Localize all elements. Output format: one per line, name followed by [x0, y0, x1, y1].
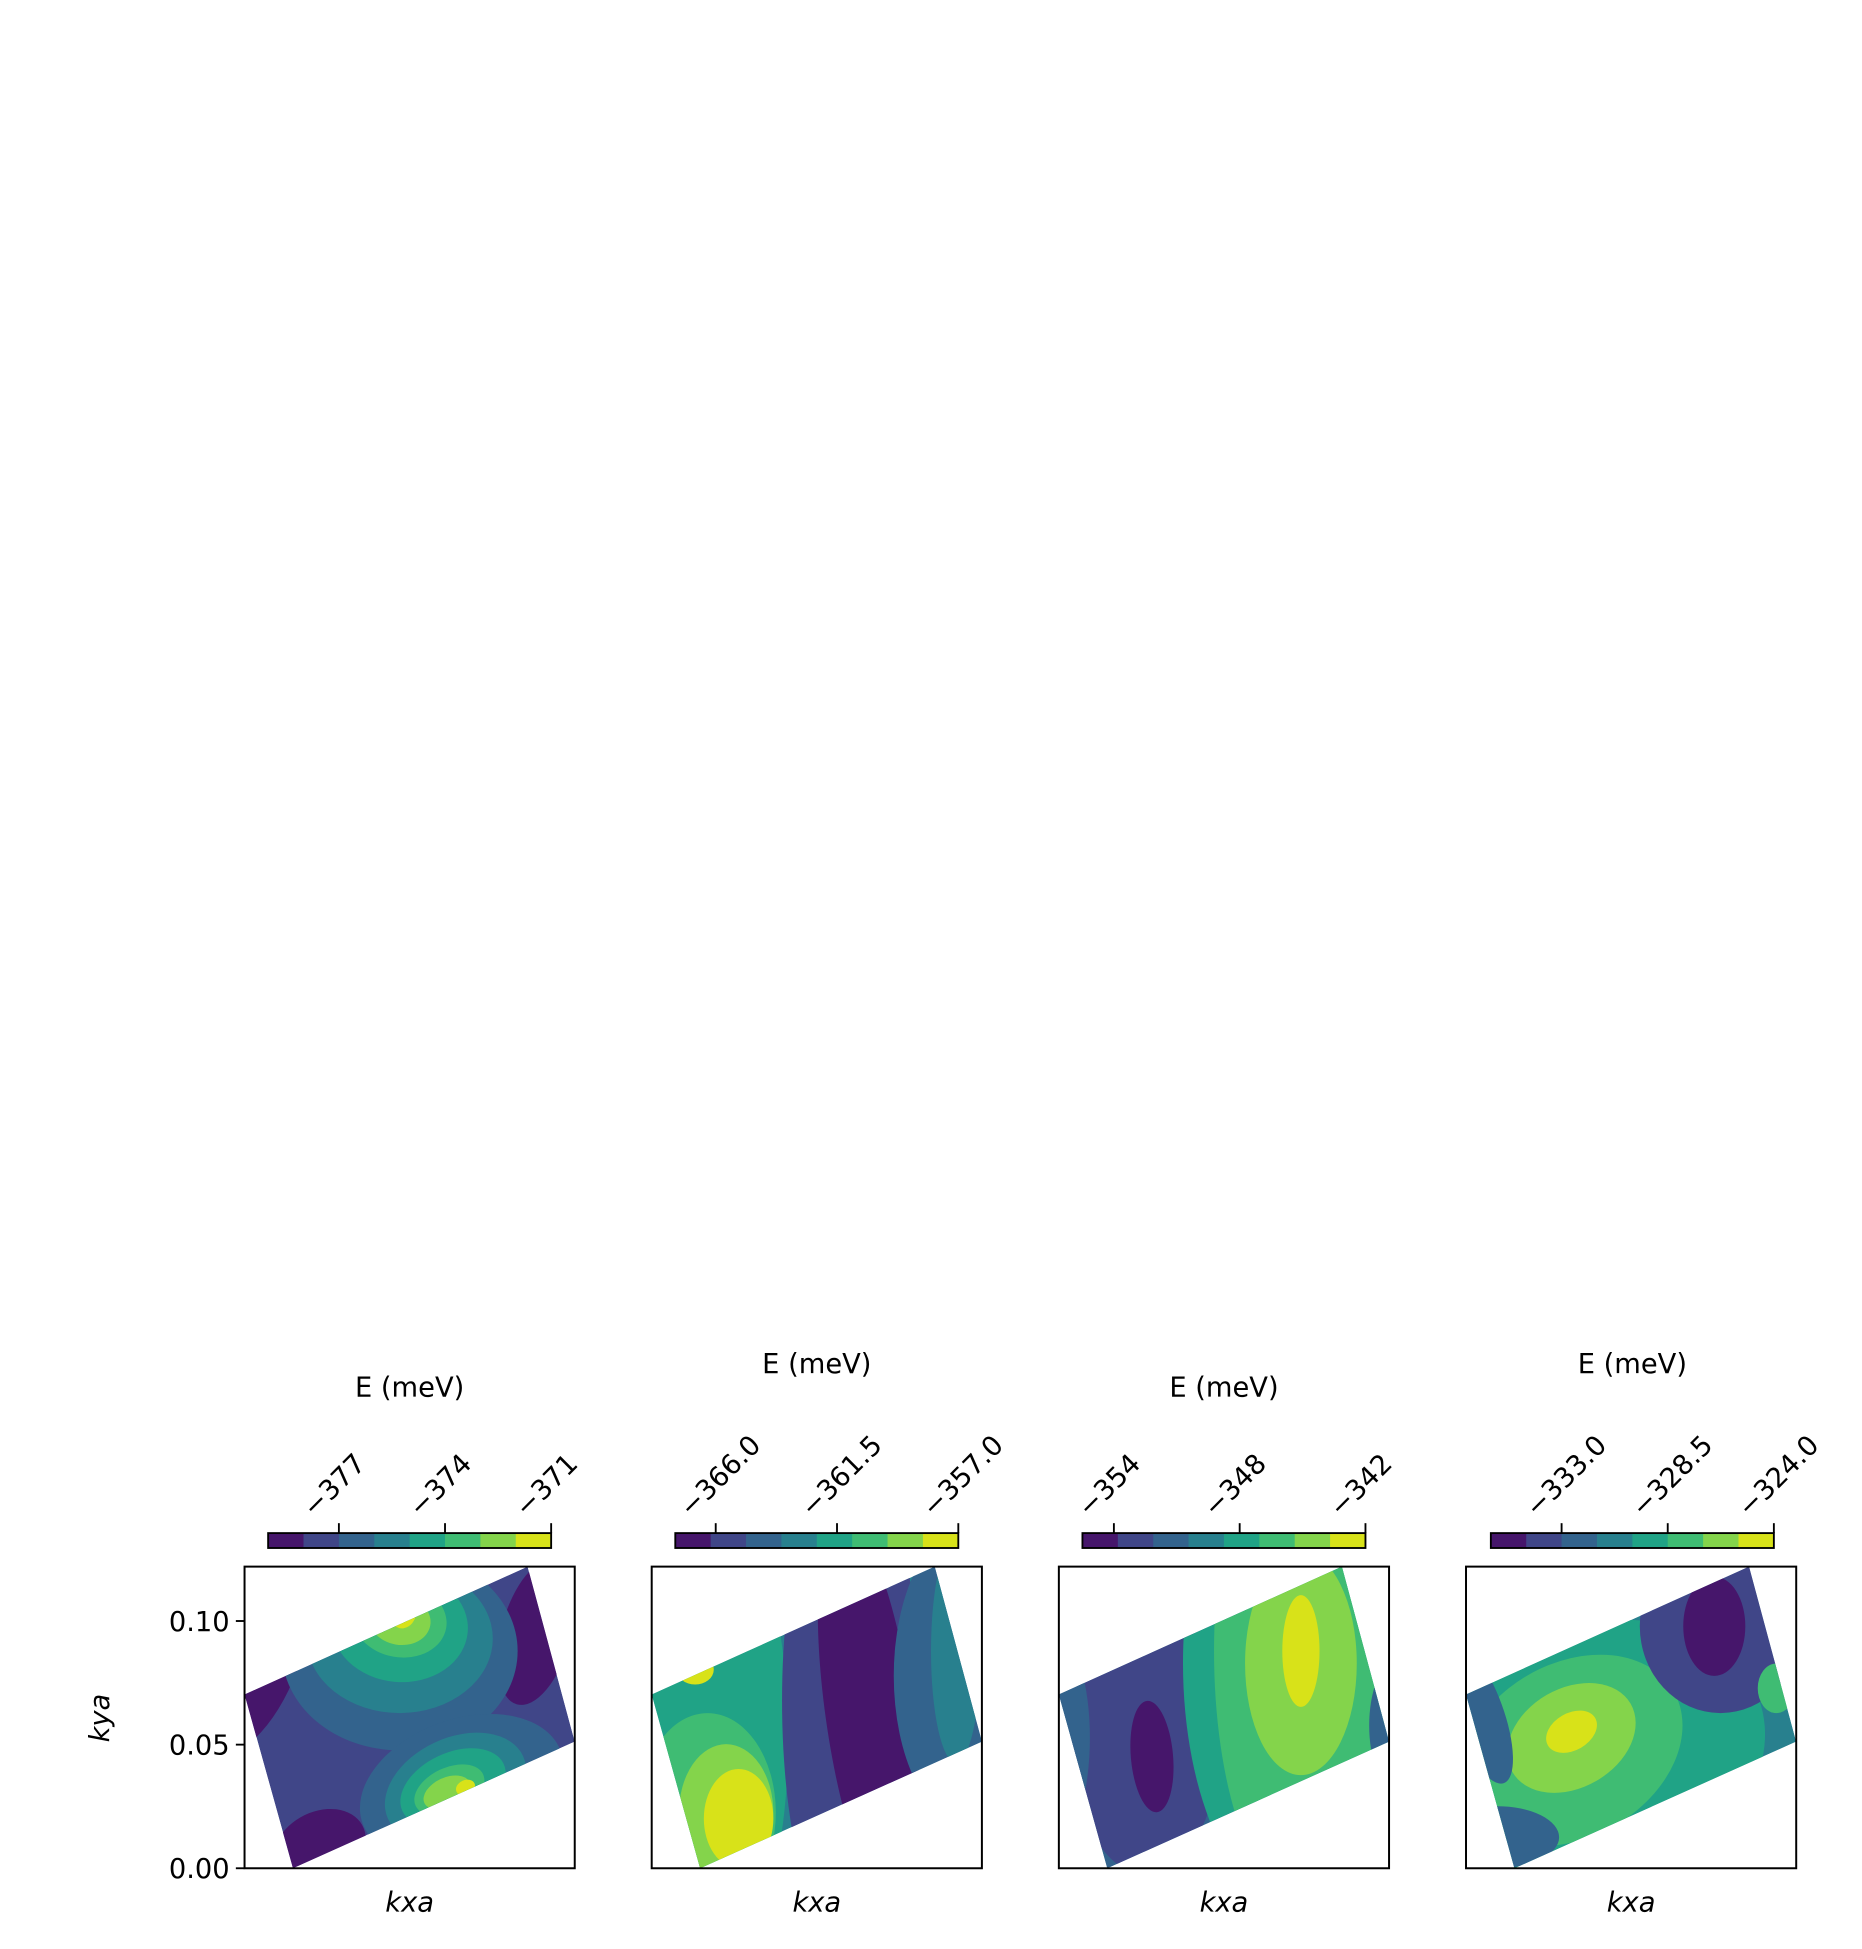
colorbar-segment	[268, 1533, 305, 1548]
colorbar-tick-label: −374	[403, 1448, 478, 1523]
colorbar-tick-label: −333.0	[1520, 1430, 1613, 1523]
colorbar-segment	[816, 1533, 853, 1548]
colorbar-segment	[303, 1533, 340, 1548]
colorbar-segment	[746, 1533, 783, 1548]
panel: kxa −333.0 −328.5 −324.0 E (meV)	[1465, 1349, 1825, 1919]
colorbar-tick-label: −361.5	[795, 1430, 888, 1523]
contour-region	[1466, 1806, 1560, 1869]
colorbar-segment	[781, 1533, 818, 1548]
panel: kxa kya 0.00 0.05 0.10 −377 −374 −371 E (meV)	[85, 1373, 584, 1919]
colorbar-segment	[922, 1533, 959, 1548]
x-axis-label: kxa	[1200, 1888, 1249, 1919]
plot-frame	[650, 1565, 983, 1870]
colorbar-segment	[1561, 1533, 1598, 1548]
colorbar-tick-label: −357.0	[917, 1430, 1010, 1523]
colorbar-segment	[1738, 1533, 1775, 1548]
colorbar-segment	[710, 1533, 747, 1548]
y-tick-label: 0.05	[169, 1731, 230, 1762]
colorbar-frame	[674, 1532, 960, 1549]
colorbar-tick-label: −366.0	[674, 1430, 767, 1523]
contour-field	[244, 1566, 575, 1869]
colorbar-segment	[445, 1533, 482, 1548]
contour-region	[1546, 1710, 1597, 1753]
contour-region	[1683, 1576, 1746, 1676]
contour-field	[651, 1566, 982, 1869]
colorbar-segment	[1667, 1533, 1704, 1548]
colorbar-segment	[1259, 1533, 1296, 1548]
colorbar-tick-label: −348	[1198, 1448, 1273, 1523]
colorbar-segment	[1117, 1533, 1154, 1548]
contour-region	[1757, 1663, 1795, 1714]
colorbar-tick-label: −354	[1072, 1448, 1147, 1523]
contour-region	[676, 1654, 714, 1685]
contour-region	[1130, 1700, 1174, 1813]
colorbar-tick-label: −377	[297, 1448, 372, 1523]
colorbar-segment	[409, 1533, 446, 1548]
plot-frame	[1057, 1565, 1391, 1870]
colorbar-segment	[1330, 1533, 1367, 1548]
colorbar-segment	[1632, 1533, 1669, 1548]
colorbar-segment	[1294, 1533, 1331, 1548]
colorbar-segment	[1223, 1533, 1260, 1548]
contour-region	[893, 1566, 982, 1825]
colorbar-segment	[1188, 1533, 1225, 1548]
colorbar-segment	[1596, 1533, 1633, 1548]
colorbar-label: E (meV)	[762, 1349, 871, 1380]
plot-frame	[243, 1565, 576, 1870]
panel: kxa −366.0 −361.5 −357.0 E (meV)	[650, 1349, 1010, 1919]
colorbar-label: E (meV)	[355, 1373, 464, 1404]
contour-field	[1466, 1566, 1797, 1869]
colorbar-segment	[515, 1533, 552, 1548]
colorbar-tick-label: −371	[509, 1448, 584, 1523]
colorbar-segment	[675, 1533, 712, 1548]
colorbar-frame	[267, 1532, 553, 1549]
x-axis-label: kxa	[792, 1888, 841, 1919]
colorbar-tick-label: −324.0	[1732, 1430, 1825, 1523]
contour-region	[1282, 1595, 1320, 1707]
colorbar-segment	[1526, 1533, 1563, 1548]
panel: kxa −354 −348 −342 E (meV)	[1057, 1373, 1399, 1919]
colorbar-segment	[1703, 1533, 1740, 1548]
contour-region	[1466, 1642, 1513, 1784]
colorbar-segment	[1082, 1533, 1119, 1548]
plot-frame	[1465, 1565, 1798, 1870]
contour-region	[272, 1808, 366, 1869]
colorbar-segment	[338, 1533, 375, 1548]
colorbar-frame	[1489, 1532, 1775, 1549]
y-tick-label: 0.00	[169, 1854, 230, 1885]
colorbar-segment	[887, 1533, 924, 1548]
colorbar-segment	[480, 1533, 517, 1548]
contour-region	[703, 1768, 774, 1869]
colorbar-label: E (meV)	[1169, 1373, 1278, 1404]
x-axis-label: kxa	[385, 1888, 434, 1919]
colorbar-segment	[852, 1533, 889, 1548]
colorbar-segment	[1490, 1533, 1527, 1548]
contour-region	[931, 1566, 981, 1763]
x-axis-label: kxa	[1607, 1888, 1656, 1919]
colorbar-tick-label: −342	[1324, 1448, 1399, 1523]
y-axis-label: kya	[85, 1694, 116, 1743]
colorbar-tick-label: −328.5	[1626, 1430, 1719, 1523]
colorbar-frame	[1081, 1532, 1367, 1549]
colorbar-segment	[374, 1533, 411, 1548]
colorbar-segment	[1153, 1533, 1190, 1548]
y-tick-label: 0.10	[169, 1607, 230, 1638]
contour-region	[1369, 1663, 1390, 1788]
colorbar-label: E (meV)	[1578, 1349, 1687, 1380]
